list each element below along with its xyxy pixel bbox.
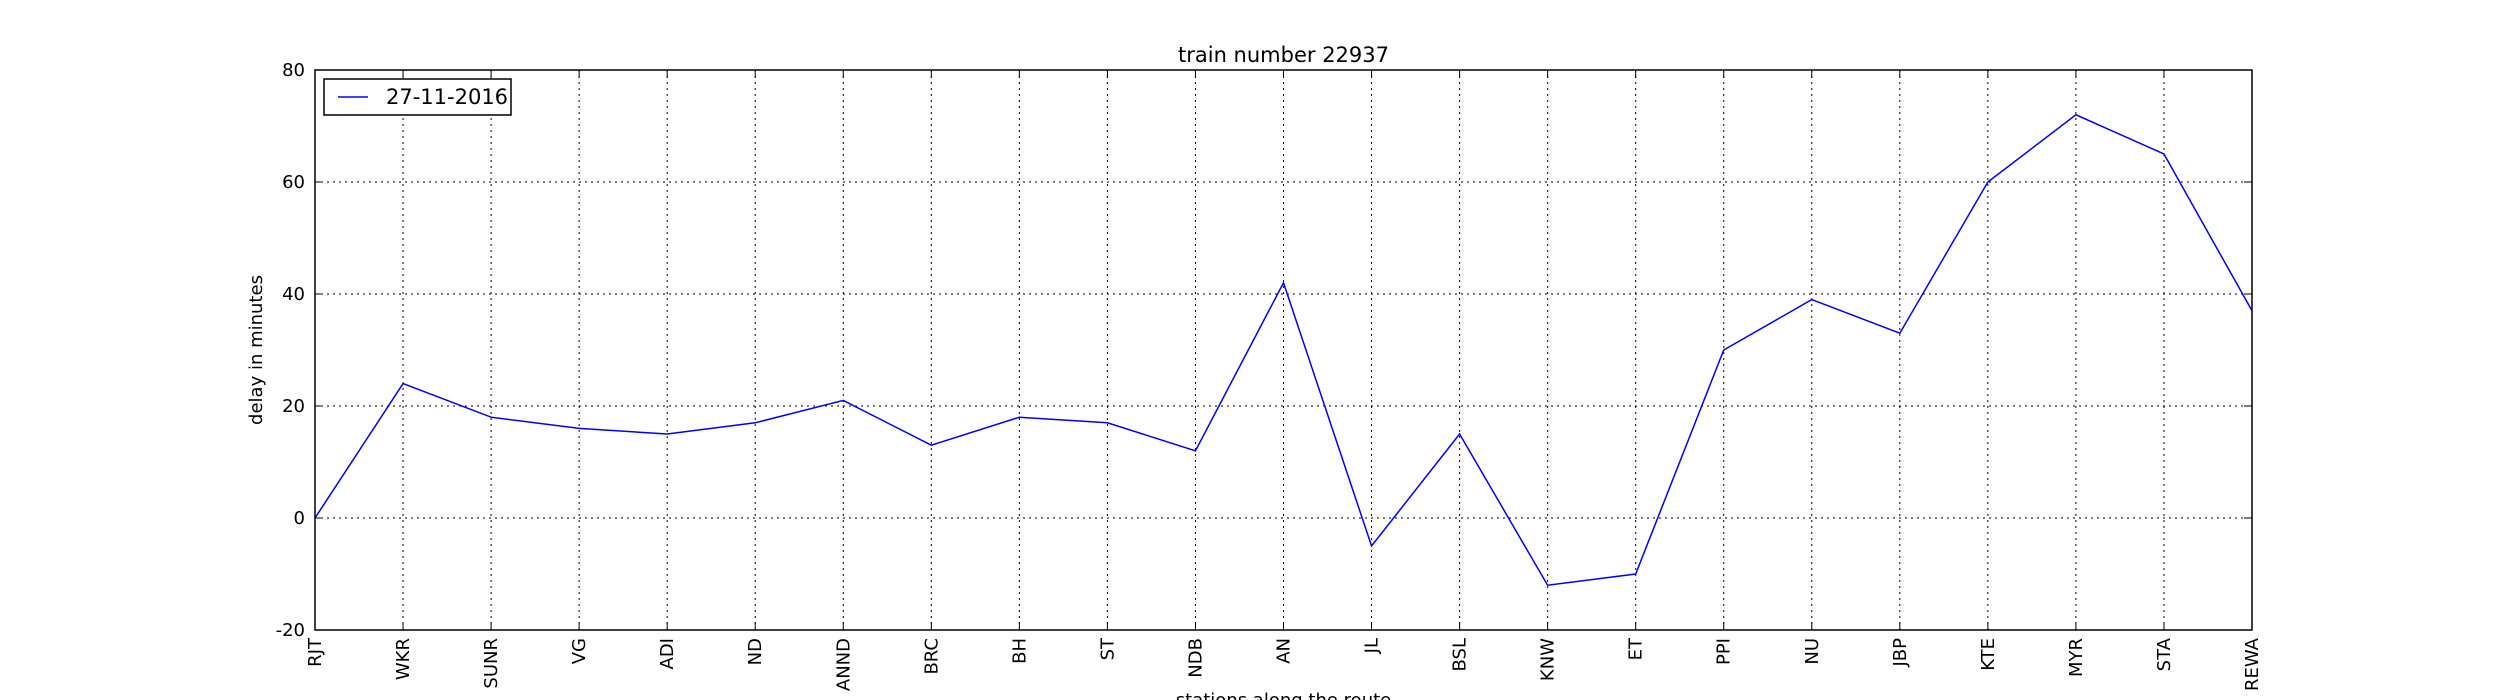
x-tick-label-ppi: PPI	[1714, 638, 1735, 665]
y-tick-label: -20	[276, 620, 305, 641]
y-tick-label: 20	[282, 396, 305, 417]
x-tick-label-et: ET	[1626, 637, 1647, 660]
legend-box	[323, 78, 512, 116]
x-tick-label-rewa: REWA	[2242, 637, 2263, 691]
x-tick-label-knw: KNW	[1538, 638, 1559, 681]
x-tick-label-vg: VG	[569, 638, 590, 664]
x-tick-label-an: AN	[1274, 638, 1295, 664]
x-tick-label-st: ST	[1097, 637, 1118, 660]
x-ticks: RJT WKR SUNR VG ADI ND ANND BRC BH ST NDB AN JL BSL KN…	[305, 70, 2263, 691]
legend-label-27-11-2016: 27-11-2016	[386, 85, 508, 109]
y-ticks: -20 0 20 40 60 80	[276, 60, 2252, 641]
legend: 27-11-2016	[323, 78, 512, 116]
y-tick-label: 0	[294, 508, 305, 529]
x-tick-label-sunr: SUNR	[481, 638, 502, 689]
series-layer	[314, 113, 2253, 587]
x-axis-label: stations along the route	[1176, 690, 1391, 700]
x-tick-label-annd: ANND	[833, 638, 854, 691]
series-line-27-11-2016	[314, 113, 2253, 587]
grid	[315, 70, 2252, 630]
x-tick-label-jbp: JBP	[1890, 638, 1911, 668]
x-tick-label-myr: MYR	[2066, 638, 2087, 677]
x-tick-label-nd: ND	[745, 638, 766, 665]
x-tick-label-wkr: WKR	[393, 638, 414, 680]
y-tick-label: 60	[282, 172, 305, 193]
x-tick-label-brc: BRC	[921, 638, 942, 675]
x-tick-label-sta: STA	[2154, 637, 2175, 671]
y-tick-label: 80	[282, 60, 305, 81]
x-tick-label-bsl: BSL	[1450, 638, 1471, 672]
x-tick-label-adi: ADI	[657, 638, 678, 669]
x-tick-label-jl: JL	[1362, 638, 1383, 654]
y-tick-label: 40	[282, 284, 305, 305]
x-tick-label-ndb: NDB	[1185, 638, 1206, 678]
x-tick-label-nu: NU	[1802, 638, 1823, 665]
x-tick-label-bh: BH	[1009, 638, 1030, 664]
x-tick-label-rjt: RJT	[305, 637, 326, 667]
y-axis-label: delay in minutes	[246, 275, 267, 425]
chart-title: train number 22937	[1178, 43, 1389, 67]
x-tick-label-kte: KTE	[1978, 638, 1999, 671]
